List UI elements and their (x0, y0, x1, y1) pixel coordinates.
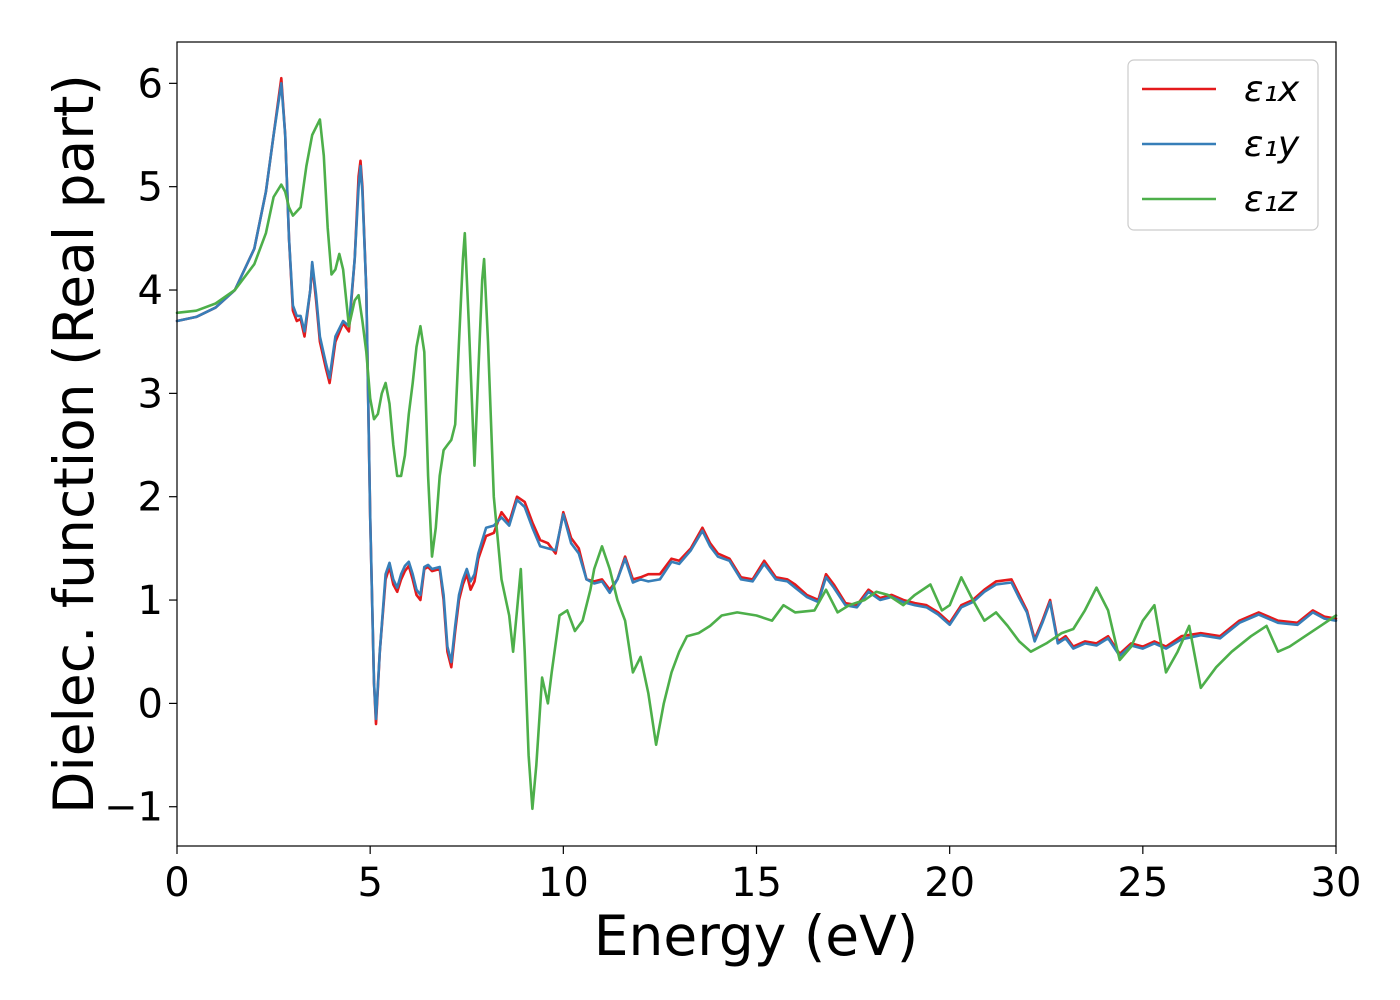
legend-label-1: ε₁y (1244, 124, 1300, 165)
legend-box (1127, 59, 1319, 231)
y-tick-label: −1 (104, 785, 163, 831)
x-tick-label: 25 (1117, 860, 1168, 906)
plot-lines (175, 76, 1338, 811)
y-tick-label: 5 (138, 165, 163, 211)
legend-label-0: ε₁x (1244, 69, 1300, 110)
x-tick-label: 30 (1311, 860, 1362, 906)
series-line-2 (175, 118, 1338, 811)
series-line-1 (175, 82, 1338, 721)
y-tick-label: 6 (138, 61, 163, 107)
y-tick-label: 1 (138, 578, 163, 624)
x-axis-ticks: 0 5 10 15 20 25 30 (164, 846, 1361, 906)
x-axis-label: Energy (eV) (594, 904, 918, 968)
y-tick-label: 3 (138, 371, 163, 417)
y-tick-label: 4 (138, 268, 163, 314)
x-tick-label: 0 (164, 860, 189, 906)
legend-label-2: ε₁z (1244, 179, 1298, 220)
x-tick-label: 10 (538, 860, 589, 906)
y-tick-label: 2 (138, 475, 163, 521)
legend: ε₁x ε₁y ε₁z (1127, 59, 1319, 231)
y-axis-label: Dielec. function (Real part) (42, 74, 106, 814)
y-axis-ticks: −1 0 1 2 3 4 5 6 (104, 61, 177, 831)
x-tick-label: 20 (924, 860, 975, 906)
x-tick-label: 5 (357, 860, 382, 906)
x-tick-label: 15 (731, 860, 782, 906)
y-tick-label: 0 (138, 681, 163, 727)
